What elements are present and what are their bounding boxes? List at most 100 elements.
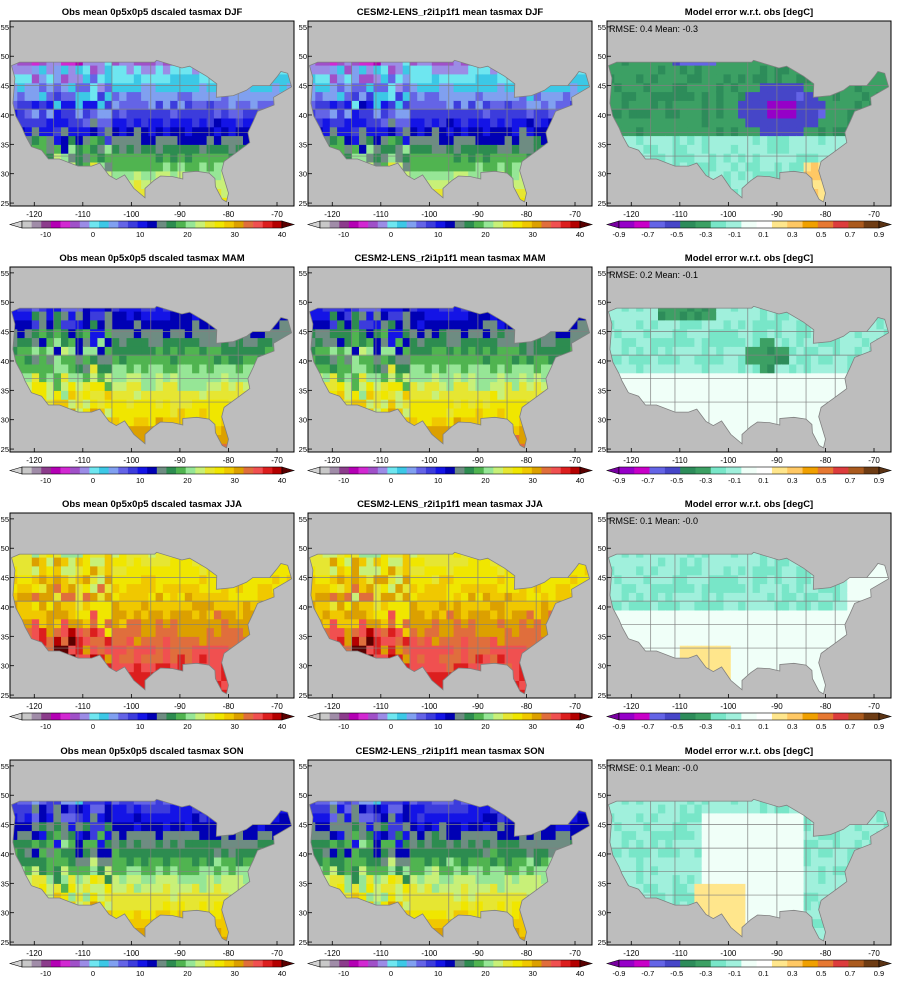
colorbar-swatch [320, 467, 330, 474]
colorbar-swatch [397, 221, 407, 228]
grid-cell [673, 311, 681, 320]
grid-cell [388, 373, 396, 382]
grid-cell [760, 127, 768, 136]
grid-cell [156, 382, 164, 391]
grid-cell [497, 364, 505, 373]
grid-cell [337, 92, 345, 101]
lon-tick-label: -110 [373, 210, 389, 219]
grid-cell [90, 399, 98, 408]
grid-cell [83, 153, 91, 162]
grid-cell [250, 346, 258, 355]
grid-cell [185, 153, 193, 162]
grid-cell [548, 346, 556, 355]
grid-cell [156, 100, 164, 109]
grid-cell [738, 74, 746, 83]
grid-cell [738, 338, 746, 347]
grid-cell [461, 320, 469, 329]
grid-cell [46, 320, 54, 329]
grid-cell [170, 83, 178, 92]
grid-cell [374, 346, 382, 355]
grid-cell [636, 118, 644, 127]
grid-cell [156, 83, 164, 92]
grid-cell [753, 83, 761, 92]
grid-cell [476, 92, 484, 101]
grid-cell [90, 136, 98, 145]
grid-cell [221, 364, 229, 373]
grid-cell [90, 153, 98, 162]
grid-cell [134, 364, 142, 373]
grid-cell [46, 65, 54, 74]
stats-text: RMSE: 0.4 Mean: -0.3 [609, 24, 698, 34]
colorbar-swatch [570, 221, 580, 228]
grid-cell [229, 127, 237, 136]
grid-cell [178, 320, 186, 329]
grid-cell [505, 346, 513, 355]
grid-cell [796, 144, 804, 153]
grid-cell [403, 346, 411, 355]
lon-tick-label: -100 [421, 456, 438, 465]
grid-cell [185, 320, 193, 329]
grid-cell [680, 65, 688, 74]
grid-cell [432, 311, 440, 320]
grid-cell [185, 364, 193, 373]
grid-cell [694, 399, 702, 408]
colorbar-label: 0.5 [816, 230, 826, 239]
grid-cell [90, 390, 98, 399]
grid-cell [658, 390, 666, 399]
grid-cell [512, 127, 520, 136]
grid-cell [141, 338, 149, 347]
grid-cell [374, 311, 382, 320]
grid-cell [658, 338, 666, 347]
grid-cell [32, 118, 40, 127]
grid-cell [432, 373, 440, 382]
grid-cell [643, 373, 651, 382]
grid-cell [156, 373, 164, 382]
grid-cell [68, 144, 76, 153]
grid-cell [753, 390, 761, 399]
grid-cell [337, 74, 345, 83]
grid-cell [818, 118, 826, 127]
grid-cell [127, 338, 135, 347]
grid-cell [359, 338, 367, 347]
colorbar-label: 0.3 [787, 230, 797, 239]
grid-cell [439, 162, 447, 171]
grid-cell [665, 65, 673, 74]
grid-cell [643, 311, 651, 320]
lat-tick-label: 50 [1, 298, 9, 307]
grid-cell [738, 329, 746, 338]
grid-cell [731, 426, 739, 435]
grid-cell [468, 382, 476, 391]
grid-cell [76, 153, 84, 162]
grid-cell [490, 100, 498, 109]
grid-cell [446, 355, 454, 364]
grid-cell [497, 355, 505, 364]
grid-cell [614, 92, 622, 101]
grid-cell [352, 118, 360, 127]
grid-cell [673, 65, 681, 74]
grid-cell [315, 83, 323, 92]
grid-cell [767, 162, 775, 171]
grid-cell [54, 100, 62, 109]
grid-cell [680, 127, 688, 136]
grid-cell [519, 109, 527, 118]
grid-cell [54, 338, 62, 347]
grid-cell [548, 92, 556, 101]
grid-cell [112, 320, 120, 329]
grid-cell [738, 346, 746, 355]
grid-cell [716, 74, 724, 83]
grid-cell [614, 346, 622, 355]
grid-cell [337, 118, 345, 127]
grid-cell [127, 390, 135, 399]
grid-cell [134, 162, 142, 171]
grid-cell [170, 118, 178, 127]
lat-tick-label: 30 [299, 416, 307, 425]
grid-cell [454, 320, 462, 329]
grid-cell [432, 100, 440, 109]
grid-cell [694, 373, 702, 382]
grid-cell [811, 162, 819, 171]
grid-cell [359, 364, 367, 373]
colorbar-swatch [426, 221, 436, 228]
grid-cell [54, 127, 62, 136]
grid-cell [76, 364, 84, 373]
